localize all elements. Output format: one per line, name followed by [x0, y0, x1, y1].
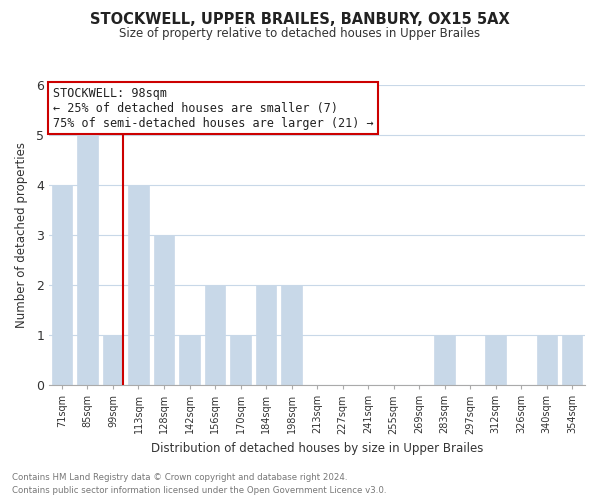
Text: Contains public sector information licensed under the Open Government Licence v3: Contains public sector information licen… — [12, 486, 386, 495]
Text: Size of property relative to detached houses in Upper Brailes: Size of property relative to detached ho… — [119, 28, 481, 40]
Bar — [128, 185, 149, 385]
Bar — [179, 335, 200, 385]
Bar — [256, 285, 276, 385]
X-axis label: Distribution of detached houses by size in Upper Brailes: Distribution of detached houses by size … — [151, 442, 483, 455]
Bar — [485, 335, 506, 385]
Bar — [230, 335, 251, 385]
Bar — [154, 235, 174, 385]
Bar — [281, 285, 302, 385]
Bar — [103, 335, 123, 385]
Y-axis label: Number of detached properties: Number of detached properties — [15, 142, 28, 328]
Bar — [205, 285, 225, 385]
Text: STOCKWELL: 98sqm
← 25% of detached houses are smaller (7)
75% of semi-detached h: STOCKWELL: 98sqm ← 25% of detached house… — [53, 86, 374, 130]
Bar — [52, 185, 72, 385]
Text: Contains HM Land Registry data © Crown copyright and database right 2024.: Contains HM Land Registry data © Crown c… — [12, 474, 347, 482]
Text: STOCKWELL, UPPER BRAILES, BANBURY, OX15 5AX: STOCKWELL, UPPER BRAILES, BANBURY, OX15 … — [90, 12, 510, 28]
Bar — [562, 335, 583, 385]
Bar — [434, 335, 455, 385]
Bar — [536, 335, 557, 385]
Bar — [77, 135, 98, 385]
